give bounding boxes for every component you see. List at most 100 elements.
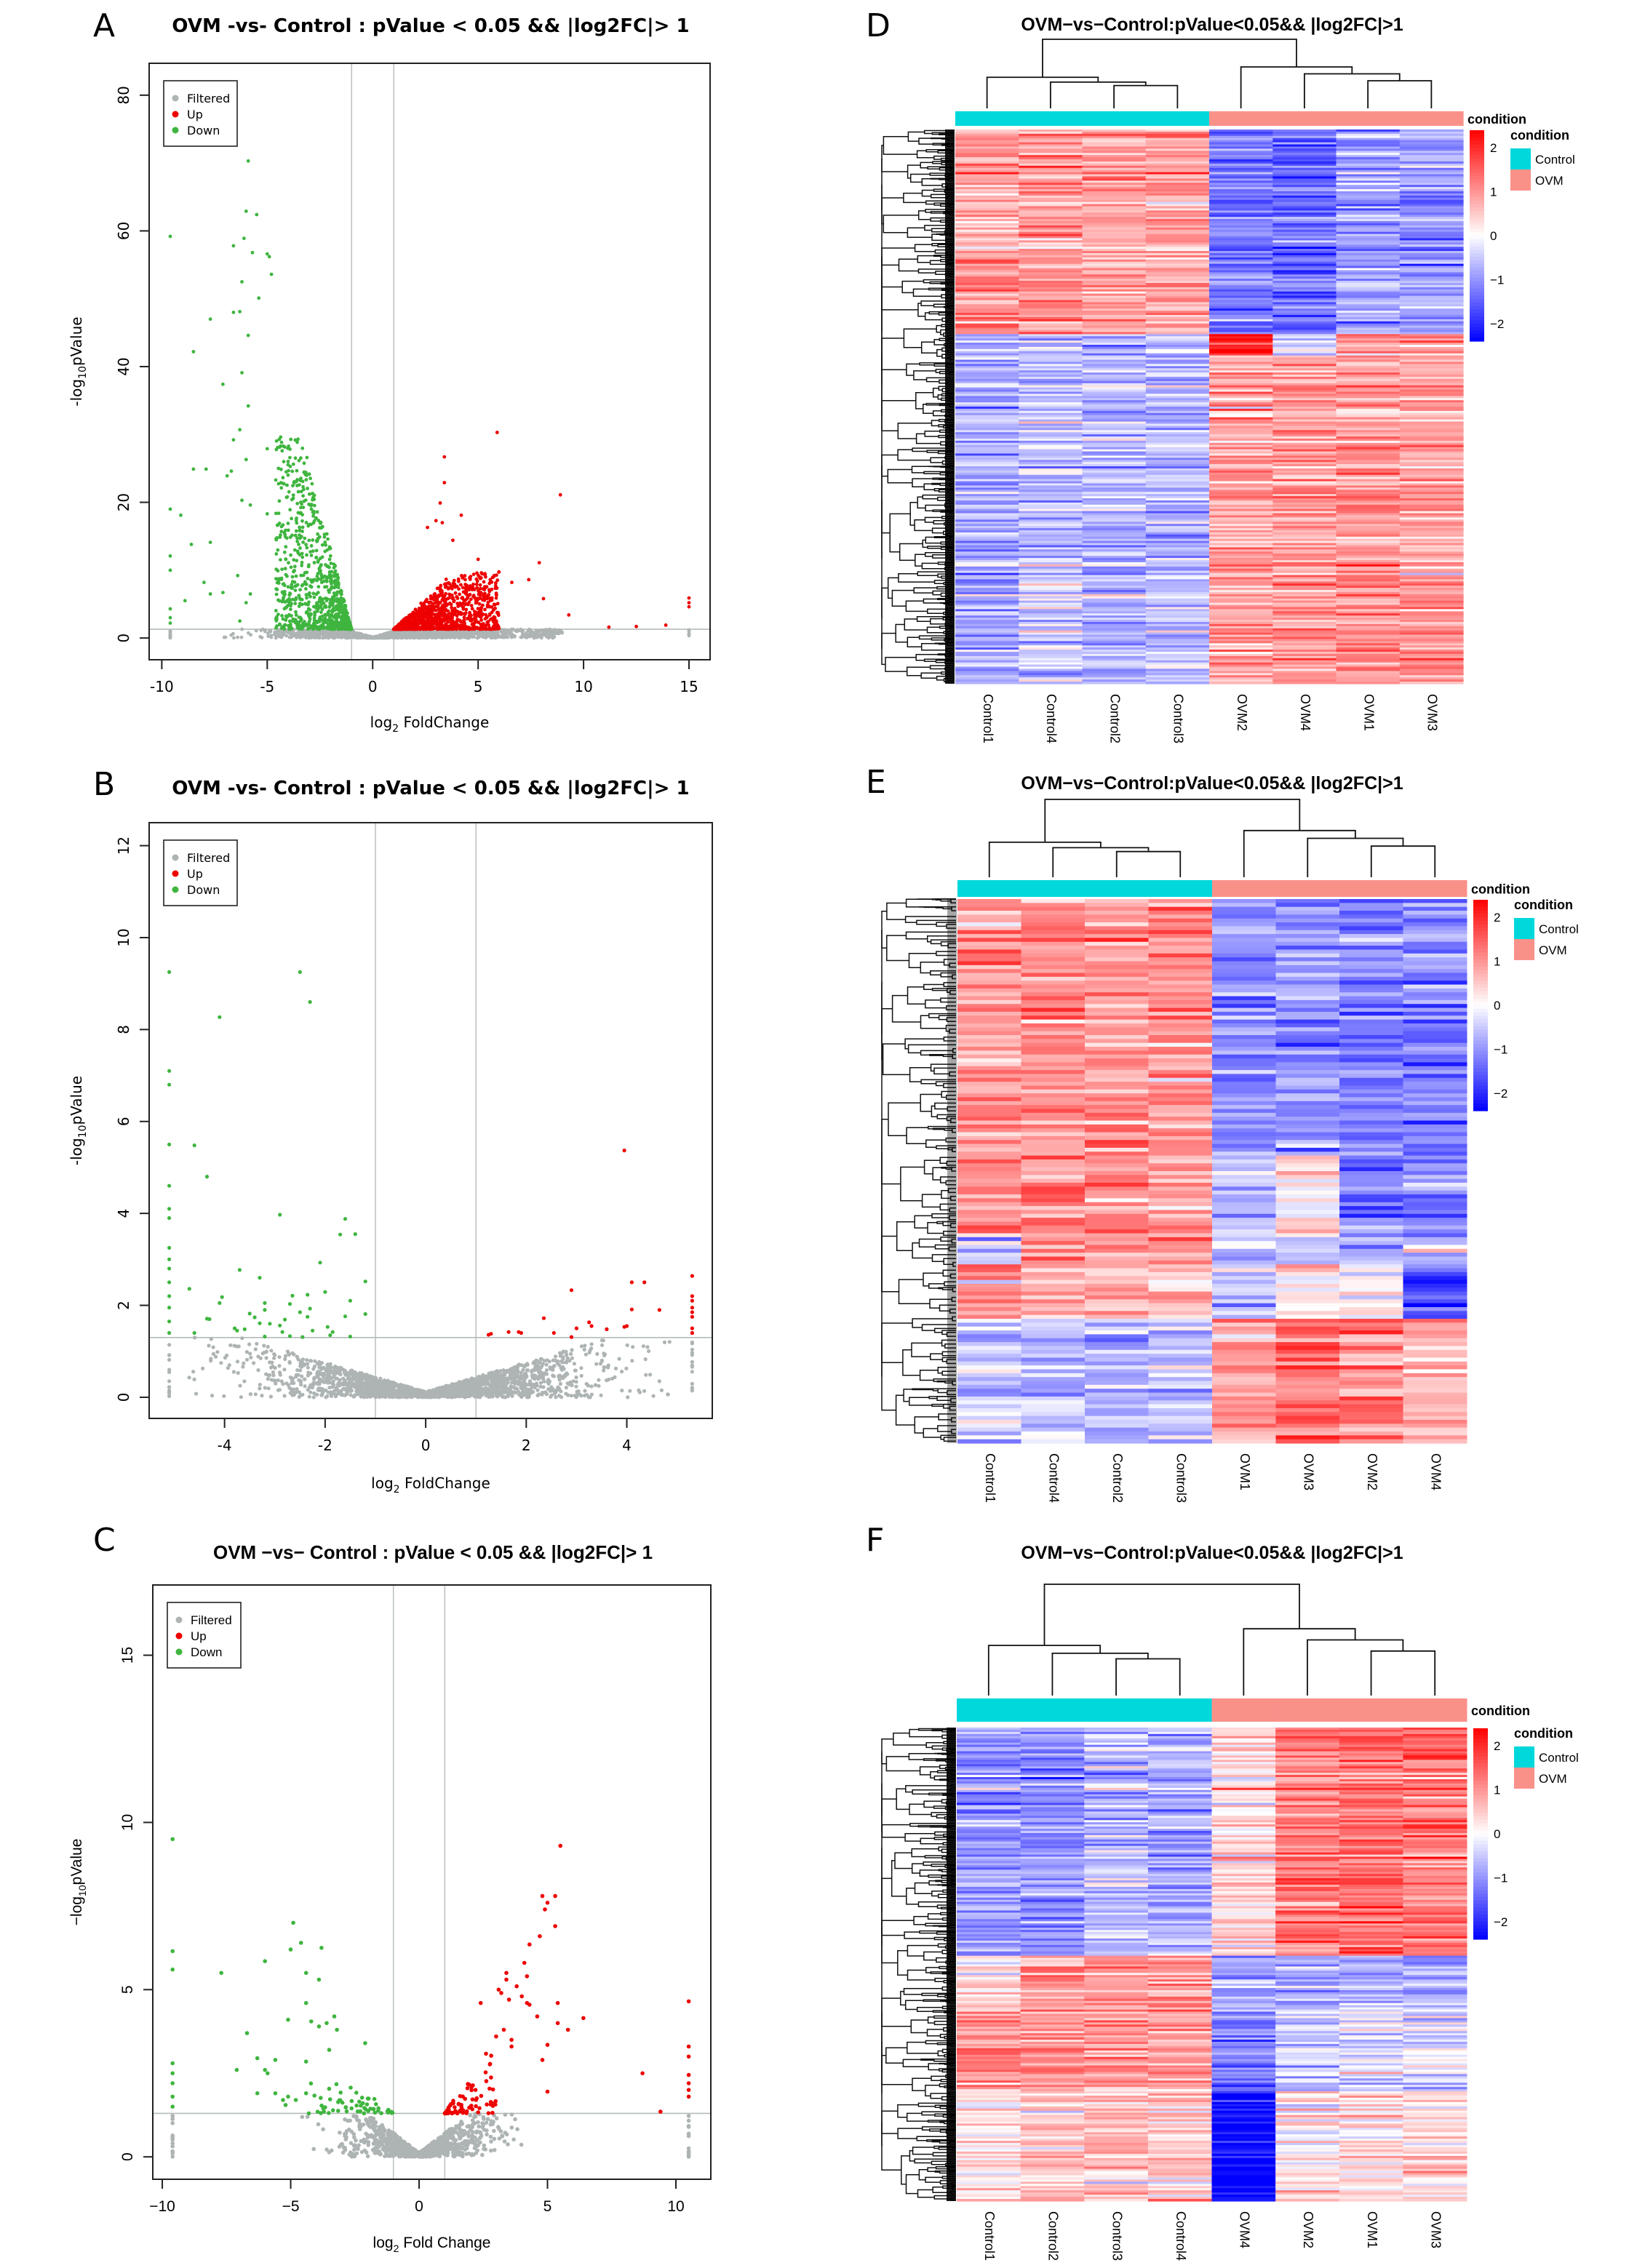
volcano-a-point-down bbox=[328, 554, 332, 558]
volcano-a-point-down bbox=[246, 333, 250, 338]
volcano-a-point-down bbox=[321, 626, 325, 630]
volcano-a-point-down bbox=[282, 550, 287, 554]
volcano-b-point-filtered bbox=[306, 1365, 310, 1370]
volcano-a-point-up bbox=[416, 616, 421, 620]
volcano-a-point-down bbox=[301, 573, 306, 578]
volcano-a-point-down bbox=[168, 568, 172, 572]
volcano-b-point-filtered bbox=[222, 1394, 226, 1398]
volcano-b-point-filtered bbox=[525, 1362, 530, 1367]
volcano-a-point-filtered bbox=[484, 632, 488, 636]
volcano-a-point-down bbox=[293, 602, 298, 606]
volcano-a-point-up bbox=[472, 617, 476, 621]
volcano-a-point-up bbox=[461, 586, 465, 590]
volcano-a-point-down bbox=[339, 627, 343, 631]
volcano-a-point-up bbox=[426, 525, 429, 530]
volcano-a-point-filtered bbox=[268, 628, 272, 632]
volcano-a-point-up bbox=[527, 578, 531, 582]
volcano-a-point-up bbox=[438, 607, 442, 612]
volcano-a-point-filtered bbox=[249, 633, 252, 637]
volcano-a-point-down bbox=[314, 620, 317, 624]
volcano-a-point-filtered bbox=[687, 628, 691, 632]
volcano-a-point-down bbox=[319, 602, 324, 607]
volcano-a-point-filtered bbox=[525, 634, 529, 637]
volcano-a-point-up bbox=[423, 621, 427, 626]
volcano-a-point-down bbox=[322, 604, 327, 609]
volcano-a-point-down bbox=[238, 619, 242, 623]
volcano-a-point-up bbox=[492, 615, 496, 619]
volcano-a-point-up bbox=[487, 612, 492, 616]
volcano-a-point-up bbox=[462, 615, 466, 620]
volcano-a-point-filtered bbox=[247, 631, 250, 635]
volcano-a-point-up bbox=[463, 611, 468, 615]
volcano-a-point-down bbox=[313, 613, 316, 618]
volcano-a-point-up bbox=[430, 616, 434, 620]
volcano-a-point-down bbox=[312, 595, 316, 599]
volcano-a-point-down bbox=[330, 600, 335, 604]
volcano-a-point-up bbox=[437, 617, 441, 620]
volcano-a-point-down bbox=[283, 567, 287, 571]
volcano-a-point-up bbox=[411, 610, 415, 615]
volcano-a-point-up bbox=[687, 601, 691, 604]
volcano-b-point-filtered bbox=[625, 1343, 629, 1347]
volcano-a-point-filtered bbox=[260, 627, 265, 631]
volcano-a-point-filtered bbox=[453, 634, 457, 637]
volcano-a-point-down bbox=[315, 510, 319, 514]
volcano-b-point-filtered bbox=[247, 1342, 252, 1346]
volcano-a-point-up bbox=[450, 584, 455, 588]
volcano-a-point-down bbox=[168, 234, 172, 239]
volcano-a-point-filtered bbox=[472, 635, 476, 639]
volcano-a-point-down bbox=[269, 272, 274, 276]
volcano-a-point-down bbox=[298, 533, 301, 537]
volcano-a-point-down bbox=[343, 620, 348, 625]
volcano-a-point-down bbox=[335, 572, 340, 577]
volcano-a-point-down bbox=[236, 573, 240, 578]
volcano-a-point-down bbox=[348, 623, 351, 628]
volcano-a-point-filtered bbox=[423, 635, 427, 639]
volcano-a-point-up bbox=[427, 601, 431, 604]
volcano-a-point-down bbox=[294, 610, 298, 614]
volcano-a-point-up bbox=[541, 596, 546, 601]
volcano-a-point-down bbox=[305, 474, 308, 477]
volcano-b-points bbox=[167, 970, 695, 1399]
volcano-a-point-up bbox=[477, 591, 481, 596]
volcano-a-point-down bbox=[282, 460, 286, 463]
volcano-b-point-filtered bbox=[263, 1386, 267, 1390]
volcano-a-point-up bbox=[447, 592, 451, 596]
volcano-a-point-down bbox=[300, 502, 303, 506]
volcano-a-point-up bbox=[495, 610, 499, 615]
volcano-a-point-up bbox=[438, 501, 442, 505]
volcano-a-point-down bbox=[298, 615, 303, 620]
volcano-a-point-down bbox=[300, 555, 305, 559]
volcano-b-point-filtered bbox=[266, 1344, 270, 1349]
volcano-a-point-up bbox=[452, 578, 456, 583]
volcano-a-point-down bbox=[168, 507, 172, 511]
volcano-a-point-up bbox=[412, 626, 415, 631]
volcano-a-point-filtered bbox=[365, 636, 369, 640]
volcano-a-point-down bbox=[327, 570, 332, 574]
volcano-a-point-down bbox=[279, 467, 283, 471]
volcano-a-point-down bbox=[319, 572, 323, 576]
volcano-a-point-up bbox=[478, 576, 482, 580]
panel-label-c: C bbox=[93, 1522, 116, 1559]
panel-label-e: E bbox=[866, 764, 886, 801]
volcano-a-point-filtered bbox=[503, 628, 508, 633]
volcano-a-point-filtered bbox=[539, 636, 543, 640]
volcano-a-point-filtered bbox=[490, 636, 494, 640]
volcano-a-point-down bbox=[274, 609, 278, 612]
volcano-a-point-up bbox=[490, 587, 494, 591]
volcano-a-point-up bbox=[453, 607, 457, 610]
volcano-a-point-down bbox=[330, 610, 335, 614]
volcano-b-point-filtered bbox=[207, 1343, 211, 1348]
volcano-a-point-up bbox=[466, 617, 469, 620]
volcano-a-point-down bbox=[307, 563, 311, 567]
volcano-a-point-filtered bbox=[280, 634, 284, 638]
volcano-a-point-down bbox=[257, 296, 261, 300]
volcano-a-point-down bbox=[244, 601, 248, 604]
volcano-a-point-down bbox=[295, 521, 299, 525]
volcano-a-point-down bbox=[307, 492, 311, 496]
volcano-a-point-down bbox=[295, 468, 299, 473]
volcano-b-point-filtered bbox=[540, 1364, 544, 1368]
volcano-a-point-up bbox=[467, 594, 471, 597]
volcano-a-point-down bbox=[306, 524, 311, 528]
